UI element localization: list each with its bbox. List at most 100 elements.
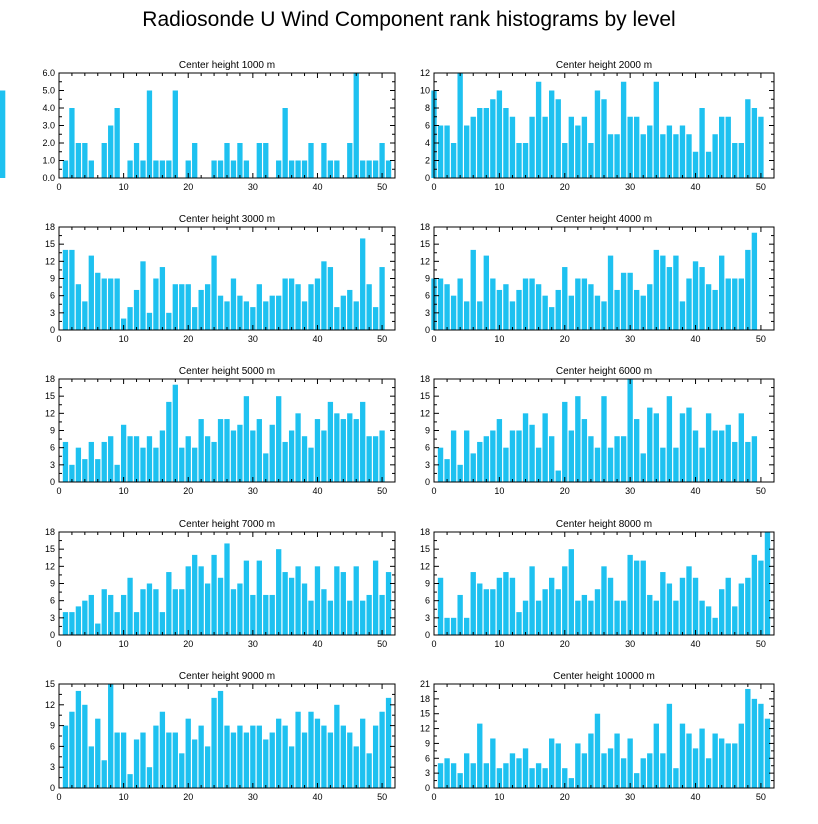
histogram-panel-2: 0 2 4 6 8 10 12 0 10 20 30 40 50 Center height 2000 m [420,60,775,192]
bar [758,116,764,178]
bar [594,447,601,482]
bar [764,718,771,788]
y-tick-label: 8 [425,103,430,113]
y-tick-label: 6 [425,291,430,301]
bar [719,255,725,330]
bar [327,401,334,482]
bar [82,600,88,635]
bar [217,295,224,330]
bar [620,758,627,788]
bar [263,143,269,178]
bar [732,143,738,178]
bar [75,447,82,482]
bar [230,732,237,788]
bar [627,554,633,635]
bar [745,441,751,482]
bar [224,725,230,788]
bar [340,295,346,330]
bar [250,307,256,330]
histogram-panel-10: 0 3 6 9 12 15 18 21 0 10 20 30 40 50 Center height 100… [420,671,775,802]
bar [263,453,269,482]
bar [140,261,146,330]
bar [127,307,133,330]
y-tick-label: 21 [420,679,430,689]
y-tick-label: 3 [50,460,55,470]
bar [712,733,718,788]
bar [555,99,561,178]
bar [679,125,686,178]
bar [477,108,483,178]
bar [529,116,535,178]
bar [542,413,548,482]
x-tick-label: 0 [56,486,61,496]
bar [581,278,588,330]
x-tick-label: 30 [625,334,635,344]
bar [699,108,705,178]
bar [153,278,159,330]
x-tick-label: 30 [248,792,258,802]
x-tick-label: 50 [377,182,387,192]
bar [101,760,107,788]
bar [288,160,295,178]
bar [725,424,731,482]
x-tick-label: 0 [431,182,436,192]
bar [347,732,353,788]
x-tick-label: 10 [119,334,129,344]
bar [620,600,627,635]
bar [282,572,288,635]
x-tick-label: 20 [560,639,570,649]
bar [457,73,463,178]
bar [483,436,489,482]
bar [575,125,581,178]
bar [166,732,172,788]
bar [614,600,620,635]
bar [159,430,166,482]
bar [581,419,588,482]
x-tick-label: 10 [494,639,504,649]
x-tick-label: 20 [183,334,193,344]
bar [562,401,568,482]
x-tick-label: 40 [312,639,322,649]
x-tick-label: 0 [56,334,61,344]
bar [496,289,503,330]
bar [725,116,731,178]
bar [95,718,101,788]
bar [295,284,301,330]
bar [282,725,288,788]
y-tick-label: 0 [50,783,55,793]
bar [185,566,191,635]
bar [146,767,153,788]
bar [114,464,120,482]
bar [88,746,94,788]
bar [166,312,172,330]
y-tick-label: 15 [420,709,430,719]
bar [334,307,340,330]
bar [75,690,82,788]
y-tick-label: 15 [420,544,430,554]
bar [660,447,666,482]
bar [256,419,262,482]
bar [745,249,751,330]
bar [522,600,529,635]
bar [692,151,699,178]
x-tick-label: 50 [377,334,387,344]
bar [276,718,282,788]
bar [470,763,476,788]
bar [120,732,127,788]
bar [738,583,744,635]
bar [250,594,256,635]
bar [477,583,483,635]
bar [450,763,457,788]
bar [673,447,679,482]
bar [647,125,653,178]
bar [120,594,127,635]
bar [594,713,601,788]
bar [627,116,633,178]
bar [82,143,88,178]
bar [185,718,191,788]
bar [372,436,379,482]
x-tick-label: 0 [431,639,436,649]
bar [699,600,705,635]
bar [269,295,275,330]
bar [69,108,75,178]
